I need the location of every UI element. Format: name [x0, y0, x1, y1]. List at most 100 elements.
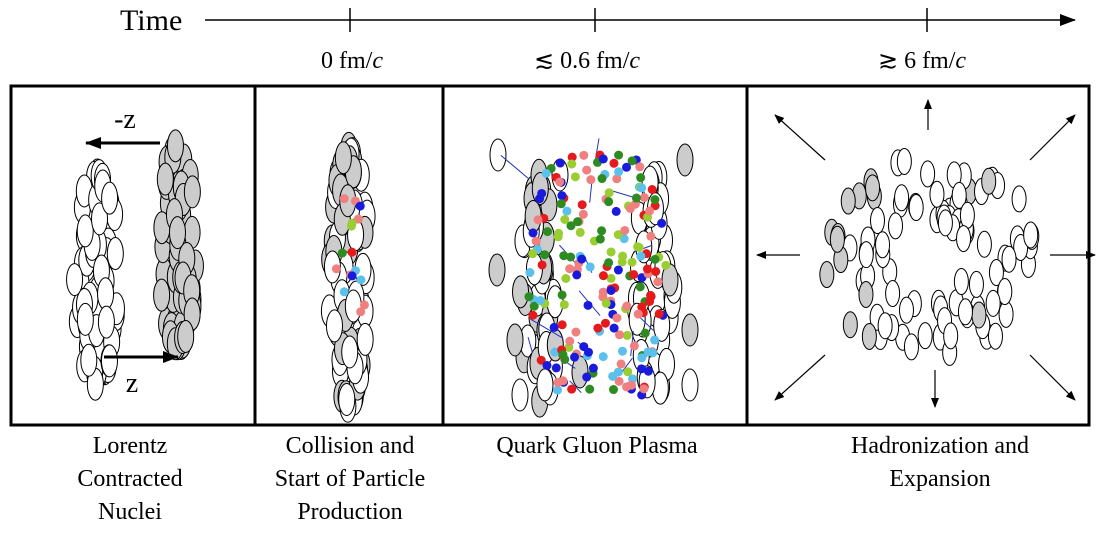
parton [586, 175, 596, 185]
nucleon [953, 268, 969, 296]
parton [601, 298, 611, 308]
parton [627, 156, 637, 166]
parton [635, 162, 645, 172]
parton [579, 150, 589, 160]
nucleon [168, 216, 186, 250]
parton [347, 247, 357, 257]
parton [640, 328, 650, 338]
parton [598, 154, 608, 164]
nucleon [959, 201, 975, 229]
parton [637, 183, 647, 193]
nucleon [177, 319, 195, 353]
parton [617, 346, 627, 356]
parton [559, 251, 569, 261]
nucleon [840, 187, 856, 215]
nucleon [943, 322, 959, 350]
parton [615, 330, 625, 340]
parton [600, 318, 610, 328]
parton [566, 252, 576, 262]
parton [355, 201, 365, 211]
parton [651, 267, 661, 277]
parton [583, 347, 593, 357]
parton [337, 248, 347, 258]
parton [557, 191, 567, 201]
parton [637, 302, 647, 312]
parton [549, 322, 559, 332]
parton [604, 188, 614, 198]
nucleon [97, 277, 115, 311]
nucleon [956, 225, 972, 253]
nucleon [344, 289, 362, 323]
panel-caption: Collision and [286, 433, 415, 459]
parton [572, 270, 582, 280]
parton [559, 300, 569, 310]
tick-unit: c [372, 48, 383, 74]
parton [573, 217, 583, 227]
parton [598, 271, 608, 281]
parton [597, 226, 607, 236]
gluon-line [589, 182, 593, 203]
nucleon [885, 280, 901, 308]
nucleon [511, 378, 529, 412]
parton [566, 221, 576, 231]
nucleon [903, 333, 919, 361]
nucleon [887, 212, 903, 240]
parton [611, 206, 621, 216]
parton [556, 199, 566, 209]
nucleon [1023, 221, 1039, 249]
parton [347, 218, 357, 228]
parton [567, 384, 577, 394]
parton [639, 384, 649, 394]
parton [588, 363, 598, 373]
nucleon [875, 231, 891, 259]
nucleon [877, 312, 893, 340]
nucleon [861, 322, 877, 350]
parton [528, 249, 538, 259]
nucleon [101, 181, 119, 215]
nucleon [76, 302, 94, 336]
parton [555, 177, 565, 187]
nucleon [106, 237, 124, 271]
parton [622, 301, 632, 311]
parton [608, 385, 618, 395]
nucleon [987, 322, 1003, 350]
parton [622, 330, 632, 340]
parton [614, 150, 624, 160]
nucleon [334, 141, 352, 175]
parton [598, 287, 608, 297]
parton [356, 275, 366, 285]
nucleon [957, 298, 973, 326]
parton [577, 200, 587, 210]
gluon-line [530, 318, 564, 339]
parton [639, 192, 649, 202]
parton [604, 258, 614, 268]
nucleon [76, 214, 94, 248]
parton [525, 268, 535, 278]
nucleon [968, 270, 984, 298]
parton [543, 227, 553, 237]
parton [613, 230, 623, 240]
nucleon [829, 225, 845, 253]
panel-caption: Contracted [77, 466, 182, 492]
nucleon [819, 261, 835, 289]
parton [661, 260, 671, 270]
nucleon [1001, 245, 1017, 273]
parton [582, 165, 592, 175]
parton [598, 352, 608, 362]
parton [339, 194, 349, 204]
parton [550, 347, 560, 357]
nucleon [512, 275, 530, 309]
panel-caption: Expansion [889, 466, 990, 492]
nucleon [908, 194, 924, 222]
nucleon [1011, 185, 1027, 213]
parton [567, 159, 577, 169]
tick-unit: c [955, 48, 966, 74]
gluon-line [566, 361, 576, 369]
parton [571, 327, 581, 337]
parton [633, 309, 643, 319]
parton [614, 376, 624, 386]
parton [618, 251, 628, 261]
tick-text: ≳ 6 fm/ [878, 48, 956, 74]
nucleon [937, 209, 953, 237]
panel-caption: Quark Gluon Plasma [496, 433, 698, 459]
